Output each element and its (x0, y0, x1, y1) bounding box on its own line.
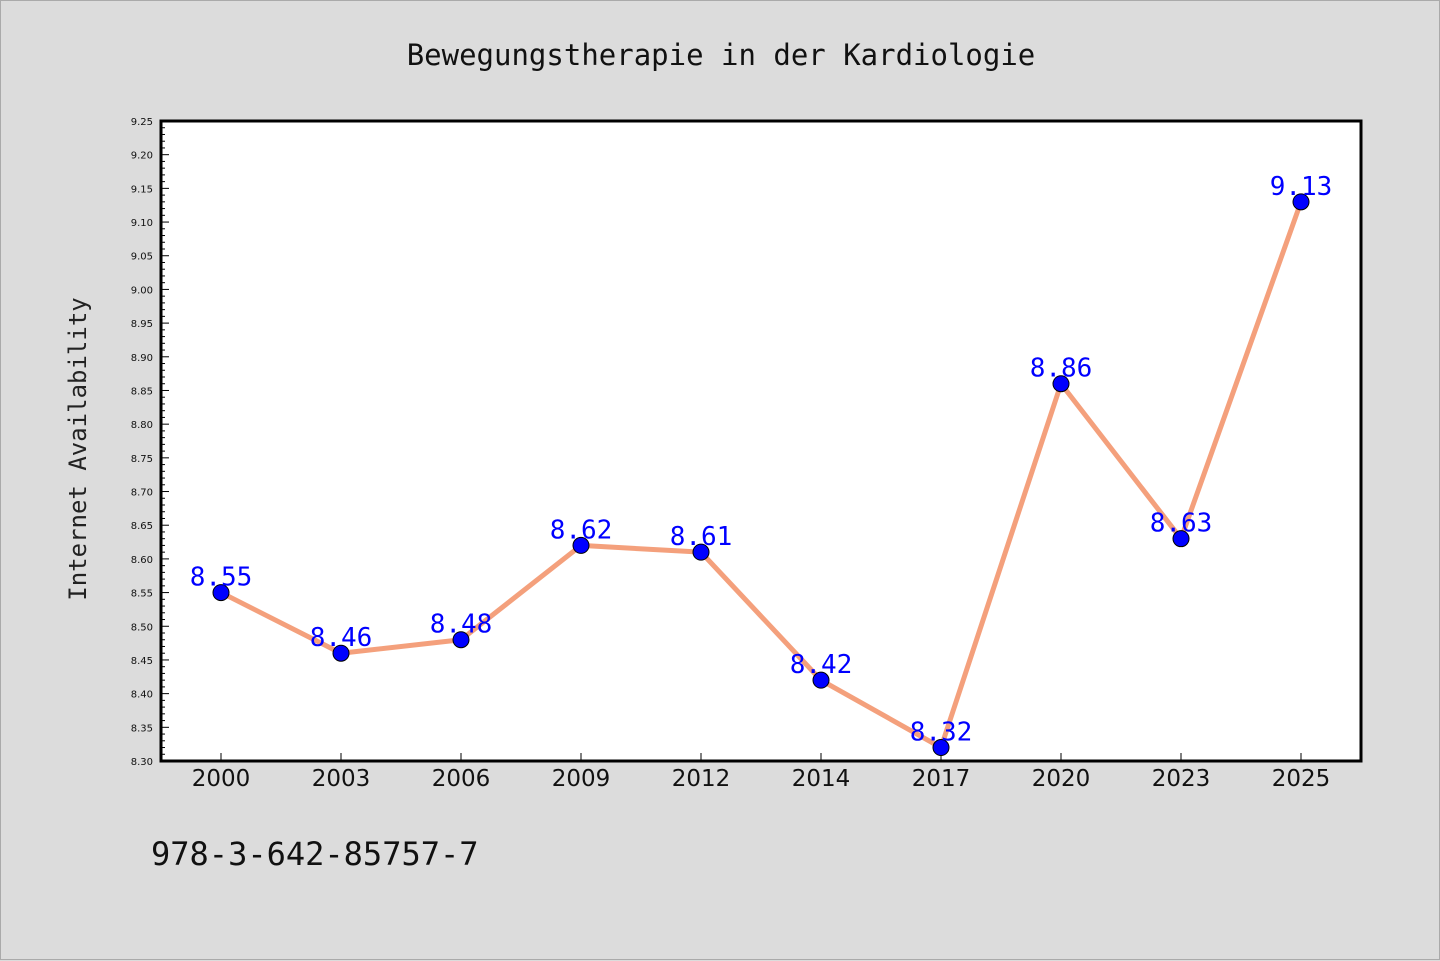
y-tick-label: 8.35 (131, 723, 153, 734)
data-point (812, 671, 830, 689)
x-tick-label: 2012 (672, 766, 731, 792)
x-tick-label: 2006 (432, 766, 491, 792)
data-point (452, 631, 470, 649)
data-label: 8.42 (790, 650, 853, 680)
y-tick-label: 8.40 (131, 690, 153, 701)
data-point (572, 536, 590, 554)
y-tick-label: 9.05 (131, 252, 153, 263)
x-axis-ticks: 2000 2003 2006 2009 2012 2014 2017 2020 2023 2025 (192, 753, 1331, 792)
data-point (332, 644, 350, 662)
y-tick-label: 8.45 (131, 656, 153, 667)
data-label: 8.32 (910, 718, 973, 748)
y-tick-label: 8.60 (131, 555, 153, 566)
data-labels: 8.55 8.46 8.48 8.62 8.61 8.42 8.32 8.86 8.63 9.13 (190, 172, 1333, 748)
y-tick-label: 8.85 (131, 386, 153, 397)
y-tick-label: 9.10 (131, 218, 153, 229)
x-tick-label: 2020 (1032, 766, 1091, 792)
data-point (1292, 193, 1310, 211)
plot-area (159, 119, 1363, 763)
data-markers (212, 193, 1310, 757)
data-point (1172, 530, 1190, 548)
x-tick-label: 2003 (312, 766, 371, 792)
data-point (692, 543, 710, 561)
y-axis-ticks: 8.30 8.35 8.40 8.45 8.50 8.55 8.60 8.65 8.70 8.75… (131, 117, 169, 768)
y-tick-label: 8.50 (131, 622, 153, 633)
y-tick-label: 8.30 (131, 757, 153, 768)
data-label: 8.61 (670, 522, 733, 552)
y-tick-label: 8.95 (131, 319, 153, 330)
y-tick-label: 8.80 (131, 420, 153, 431)
series-line (218, 199, 1304, 751)
y-tick-label: 8.90 (131, 353, 153, 364)
x-tick-label: 2025 (1272, 766, 1331, 792)
data-label: 8.55 (190, 563, 253, 593)
data-label: 8.46 (310, 623, 373, 653)
data-label: 8.48 (430, 610, 493, 640)
isbn-footer: 978-3-642-85757-7 (151, 835, 479, 873)
x-tick-label: 2000 (192, 766, 251, 792)
data-label: 8.86 (1030, 354, 1093, 384)
data-label: 9.13 (1270, 172, 1333, 202)
data-label: 8.62 (550, 515, 613, 545)
data-point (212, 584, 230, 602)
y-tick-label: 9.20 (131, 151, 153, 162)
y-tick-label: 8.65 (131, 521, 153, 532)
data-label: 8.63 (1150, 509, 1213, 539)
series-line-group (218, 199, 1304, 751)
y-tick-label: 9.15 (131, 184, 153, 195)
y-tick-label: 8.55 (131, 589, 153, 600)
x-tick-label: 2009 (552, 766, 611, 792)
y-tick-label: 8.70 (131, 488, 153, 499)
y-tick-label: 8.75 (131, 454, 153, 465)
chart-title: Bewegungstherapie in der Kardiologie (407, 38, 1036, 72)
y-axis-label: Internet Availability (64, 297, 92, 600)
y-tick-label: 9.00 (131, 285, 153, 296)
x-tick-label: 2017 (912, 766, 971, 792)
x-tick-label: 2023 (1152, 766, 1211, 792)
y-tick-label: 9.25 (131, 117, 153, 128)
x-tick-label: 2014 (792, 766, 851, 792)
data-point (1052, 375, 1070, 393)
data-point (932, 739, 950, 757)
